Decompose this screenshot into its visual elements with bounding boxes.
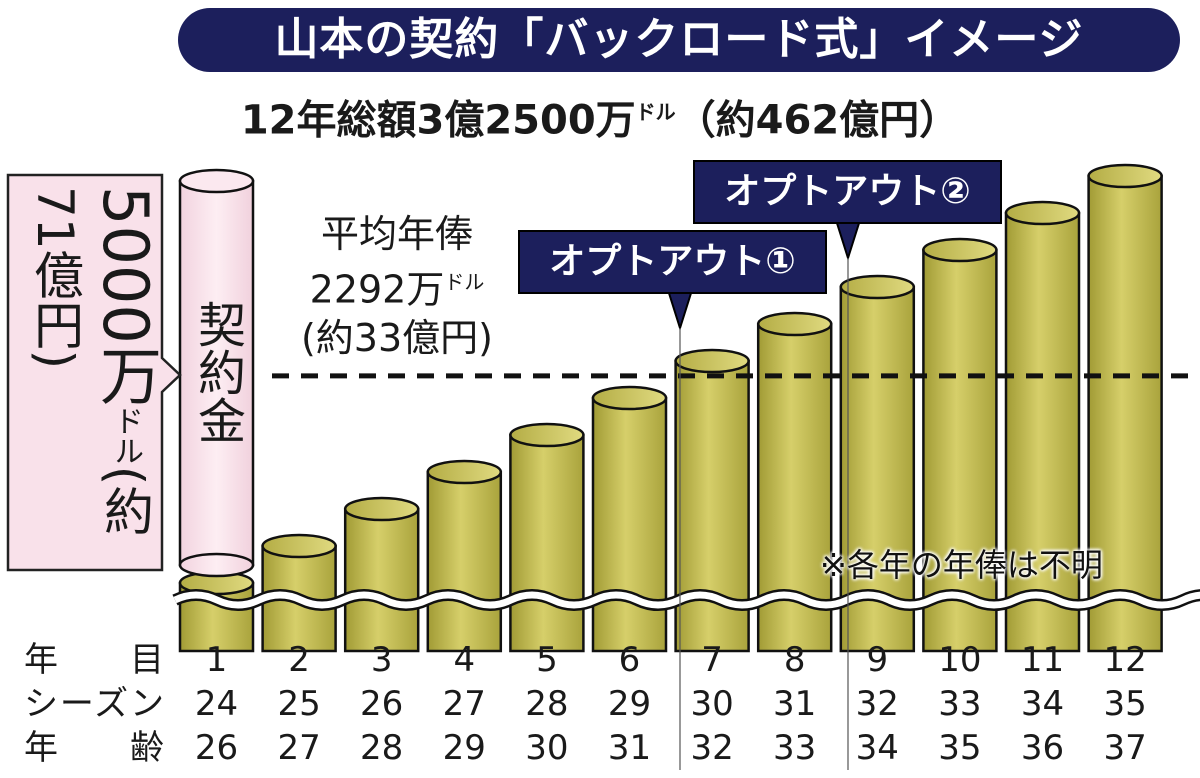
table-cell: 27: [277, 728, 321, 768]
bar-body: [591, 396, 668, 653]
average-salary-label: 平均年俸 2292万ドル (約33億円): [282, 210, 512, 362]
table-cell: 36: [1020, 728, 1065, 768]
signing-bonus-bar-label: 契約金: [189, 300, 245, 444]
bar-top: [756, 311, 833, 337]
table-cell: 24: [194, 684, 239, 724]
table-cell: 8: [783, 640, 806, 680]
table-cell: 25: [277, 684, 321, 724]
table-cell: 5: [536, 640, 558, 680]
table-cell: 33: [773, 728, 817, 768]
table-cell: 1: [205, 640, 228, 680]
bar-body: [1004, 211, 1081, 653]
table-cell: 9: [866, 640, 889, 680]
bar-6: [591, 385, 668, 653]
table-cell: 10: [938, 640, 982, 680]
table-cell: 11: [1020, 640, 1065, 680]
table-cell: 32: [855, 684, 899, 724]
table-cell: 28: [360, 728, 404, 768]
subtitle-total: 12年総額3億2500万: [240, 97, 636, 144]
bar-body: [922, 248, 998, 653]
table-cell: 37: [1103, 728, 1147, 768]
table-cell: 29: [442, 728, 486, 768]
table-cell: 27: [442, 684, 486, 724]
bar-top: [591, 385, 668, 411]
signing-bonus-unit: ドル: [108, 405, 143, 466]
average-amount: 2292万: [309, 267, 445, 312]
signing-bonus-yen: (約71億円): [26, 186, 154, 536]
signing-bonus-amount: 5000万: [89, 186, 162, 406]
opt-out-pointer: [834, 219, 862, 262]
signing-bonus-label: 5000万ドル(約71億円): [14, 186, 162, 566]
table-cell: 2: [288, 640, 310, 680]
table-cell: 3: [370, 640, 393, 680]
table-cell: 6: [618, 640, 641, 680]
bar-1: [178, 168, 255, 653]
table-cell: 26: [194, 728, 239, 768]
bar-5: [509, 422, 585, 653]
bar-top: [509, 422, 585, 448]
table-cell: 31: [773, 684, 817, 724]
bar-top: [839, 274, 916, 300]
bar-top: [426, 459, 503, 485]
average-title: 平均年俸: [320, 212, 473, 256]
bar-body: [509, 433, 585, 653]
average-yen: (約33億円): [300, 315, 493, 360]
table-cell: 31: [607, 728, 652, 768]
row-label: 年 目: [24, 640, 164, 680]
table-cell: 26: [360, 684, 404, 724]
signing-bonus-box: [6, 173, 182, 572]
subtitle-unit: ドル: [635, 100, 676, 124]
row-label: シーズン: [24, 684, 164, 724]
bar-top: [343, 496, 420, 522]
bar-top: [1004, 200, 1081, 226]
table-cell: 33: [938, 684, 982, 724]
bar-top: [1087, 163, 1163, 189]
bar-4: [426, 459, 503, 653]
table-cell: 34: [855, 728, 899, 768]
chart-subtitle: 12年総額3億2500万ドル（約462億円）: [0, 84, 1200, 148]
chart-title: 山本の契約「バックロード式」イメージ: [178, 8, 1180, 72]
table-cell: 29: [607, 684, 652, 724]
bar-top: [674, 348, 750, 374]
table-cell: 35: [938, 728, 982, 768]
bar-body: [426, 470, 503, 653]
bar-10: [922, 237, 998, 653]
opt-out-1-callout: オプトアウト①: [518, 230, 827, 294]
bar-12: [1087, 163, 1163, 653]
table-cell: 7: [701, 640, 723, 680]
axis-break: [173, 591, 1200, 609]
subtitle-yen: （約462億円）: [675, 97, 960, 144]
opt-out-pointer: [666, 289, 694, 332]
table-cell: 30: [525, 728, 569, 768]
table-cell: 28: [525, 684, 569, 724]
footnote: ※各年の年俸は不明: [820, 546, 1103, 584]
bar-body: [343, 507, 420, 653]
bar-3: [343, 496, 420, 653]
signing-bonus-bar-top: [178, 168, 255, 194]
table-cell: 35: [1103, 684, 1147, 724]
average-unit: ドル: [444, 270, 485, 294]
bar-top: [922, 237, 998, 263]
bar-top: [261, 533, 337, 559]
table-cell: 4: [453, 640, 476, 680]
row-label: 年 齢: [24, 728, 164, 768]
bar-11: [1004, 200, 1081, 653]
table-cell: 34: [1020, 684, 1065, 724]
table-cell: 32: [690, 728, 734, 768]
signing-bonus-bar-bottom: [178, 552, 255, 578]
table-cell: 12: [1103, 640, 1147, 680]
table-cell: 30: [690, 684, 734, 724]
bar-body: [1087, 174, 1163, 653]
opt-out-2-callout: オプトアウト②: [693, 160, 1002, 224]
